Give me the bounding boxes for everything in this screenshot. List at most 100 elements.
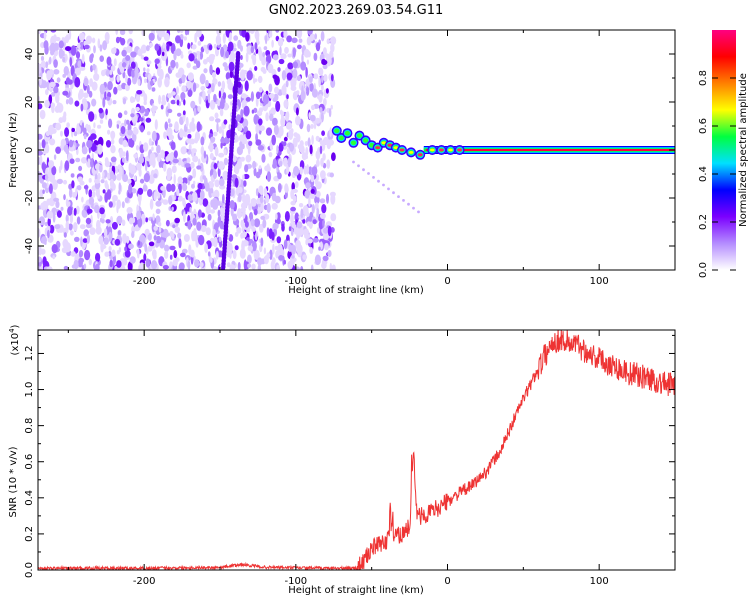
heatmap-cell bbox=[74, 100, 80, 107]
heatmap-cell bbox=[323, 74, 328, 82]
heatmap-cell bbox=[149, 198, 154, 210]
heatmap-cell bbox=[255, 91, 261, 100]
heatmap-cell bbox=[155, 242, 159, 248]
tone-blob bbox=[448, 148, 453, 152]
heatmap-cell bbox=[218, 161, 225, 170]
tone-blob bbox=[344, 131, 350, 136]
heatmap-cell bbox=[65, 99, 69, 105]
heatmap-cell bbox=[196, 121, 201, 132]
drift-dot bbox=[392, 191, 395, 195]
heatmap-cell bbox=[119, 30, 126, 36]
heatmap-cell bbox=[313, 52, 318, 62]
heatmap-cell bbox=[203, 68, 208, 74]
heatmap-cell bbox=[221, 80, 226, 91]
heatmap-cell bbox=[198, 94, 202, 105]
heatmap-cell bbox=[69, 214, 74, 224]
heatmap-cell bbox=[158, 94, 162, 105]
heatmap-cell bbox=[144, 228, 150, 236]
tone-blob bbox=[417, 153, 423, 157]
heatmap-cell bbox=[237, 86, 243, 95]
heatmap-cell bbox=[175, 61, 179, 69]
heatmap-cell bbox=[330, 104, 333, 110]
heatmap-cell bbox=[281, 84, 287, 96]
heatmap-cell bbox=[50, 30, 57, 33]
heatmap-cell bbox=[138, 197, 141, 207]
heatmap-cell bbox=[260, 237, 264, 247]
heatmap-cell bbox=[183, 98, 186, 106]
heatmap-cell bbox=[127, 261, 133, 270]
heatmap-cell bbox=[102, 40, 108, 51]
heatmap-cell bbox=[287, 157, 291, 168]
heatmap-cell bbox=[104, 31, 110, 42]
heatmap-cell bbox=[128, 243, 134, 250]
heatmap-cell bbox=[78, 257, 84, 264]
heatmap-cell bbox=[94, 178, 100, 184]
heatmap-cell bbox=[300, 146, 305, 154]
heatmap-cell bbox=[232, 249, 237, 260]
heatmap-cell bbox=[194, 259, 200, 268]
heatmap-cell bbox=[306, 59, 310, 65]
heatmap-cell bbox=[144, 78, 147, 84]
heatmap-cell bbox=[319, 198, 326, 204]
heatmap-cell bbox=[309, 114, 316, 122]
colorbar-ticks: 0.0 0.2 0.4 0.6 0.8 bbox=[698, 70, 736, 278]
heatmap-cell bbox=[327, 250, 332, 257]
heatmap-cell bbox=[326, 193, 329, 204]
heatmap-cell bbox=[258, 118, 263, 126]
heatmap-cell bbox=[196, 60, 201, 69]
heatmap-cell bbox=[227, 94, 233, 99]
heatmap-cell bbox=[306, 210, 310, 219]
heatmap-cell bbox=[105, 108, 108, 116]
heatmap-cell bbox=[41, 162, 46, 171]
heatmap-cell bbox=[218, 126, 223, 134]
heatmap-cell bbox=[191, 191, 198, 202]
heatmap-cell bbox=[271, 39, 274, 48]
heatmap-cell bbox=[257, 264, 261, 270]
heatmap-cell bbox=[186, 157, 191, 164]
heatmap-cell bbox=[118, 36, 122, 42]
heatmap-cell bbox=[203, 44, 207, 50]
heatmap-cell bbox=[53, 34, 57, 43]
heatmap-cell bbox=[245, 32, 250, 42]
heatmap-cell bbox=[269, 141, 273, 150]
heatmap-cell bbox=[253, 114, 260, 125]
heatmap-cell bbox=[74, 236, 80, 242]
heatmap-cell bbox=[108, 231, 113, 243]
heatmap-cell bbox=[313, 73, 319, 80]
heatmap-cell bbox=[273, 124, 279, 136]
heatmap-cell bbox=[240, 156, 245, 162]
heatmap-cell bbox=[143, 67, 146, 72]
heatmap-cell bbox=[220, 137, 226, 144]
heatmap-cell bbox=[207, 251, 211, 257]
heatmap-cell bbox=[135, 106, 140, 112]
heatmap-cell bbox=[56, 77, 61, 83]
heatmap-cell bbox=[329, 262, 332, 270]
heatmap-cell bbox=[290, 228, 294, 237]
heatmap-cell bbox=[193, 232, 198, 242]
heatmap-cell bbox=[243, 173, 250, 180]
heatmap-cell bbox=[70, 230, 74, 236]
heatmap-cell bbox=[325, 88, 329, 94]
heatmap-cell bbox=[259, 223, 264, 233]
heatmap-cell bbox=[233, 134, 239, 143]
heatmap-cell bbox=[245, 154, 252, 163]
heatmap-cell bbox=[83, 134, 87, 140]
heatmap-cell bbox=[278, 160, 283, 167]
heatmap-cell bbox=[276, 145, 279, 154]
heatmap-cell bbox=[305, 182, 311, 189]
heatmap-cell bbox=[266, 171, 272, 182]
heatmap-cell bbox=[266, 202, 271, 214]
heatmap-cell bbox=[71, 127, 75, 133]
heatmap-cell bbox=[217, 99, 221, 107]
heatmap-cell bbox=[152, 110, 156, 117]
heatmap-cell bbox=[253, 218, 261, 228]
heatmap-cell bbox=[154, 43, 160, 51]
heatmap-cell bbox=[166, 127, 173, 137]
heatmap-cell bbox=[62, 50, 65, 57]
heatmap-cell bbox=[252, 54, 257, 66]
heatmap-cell bbox=[41, 236, 47, 244]
heatmap-cell bbox=[285, 122, 293, 130]
heatmap-cell bbox=[199, 162, 204, 172]
heatmap-cell bbox=[207, 213, 212, 221]
